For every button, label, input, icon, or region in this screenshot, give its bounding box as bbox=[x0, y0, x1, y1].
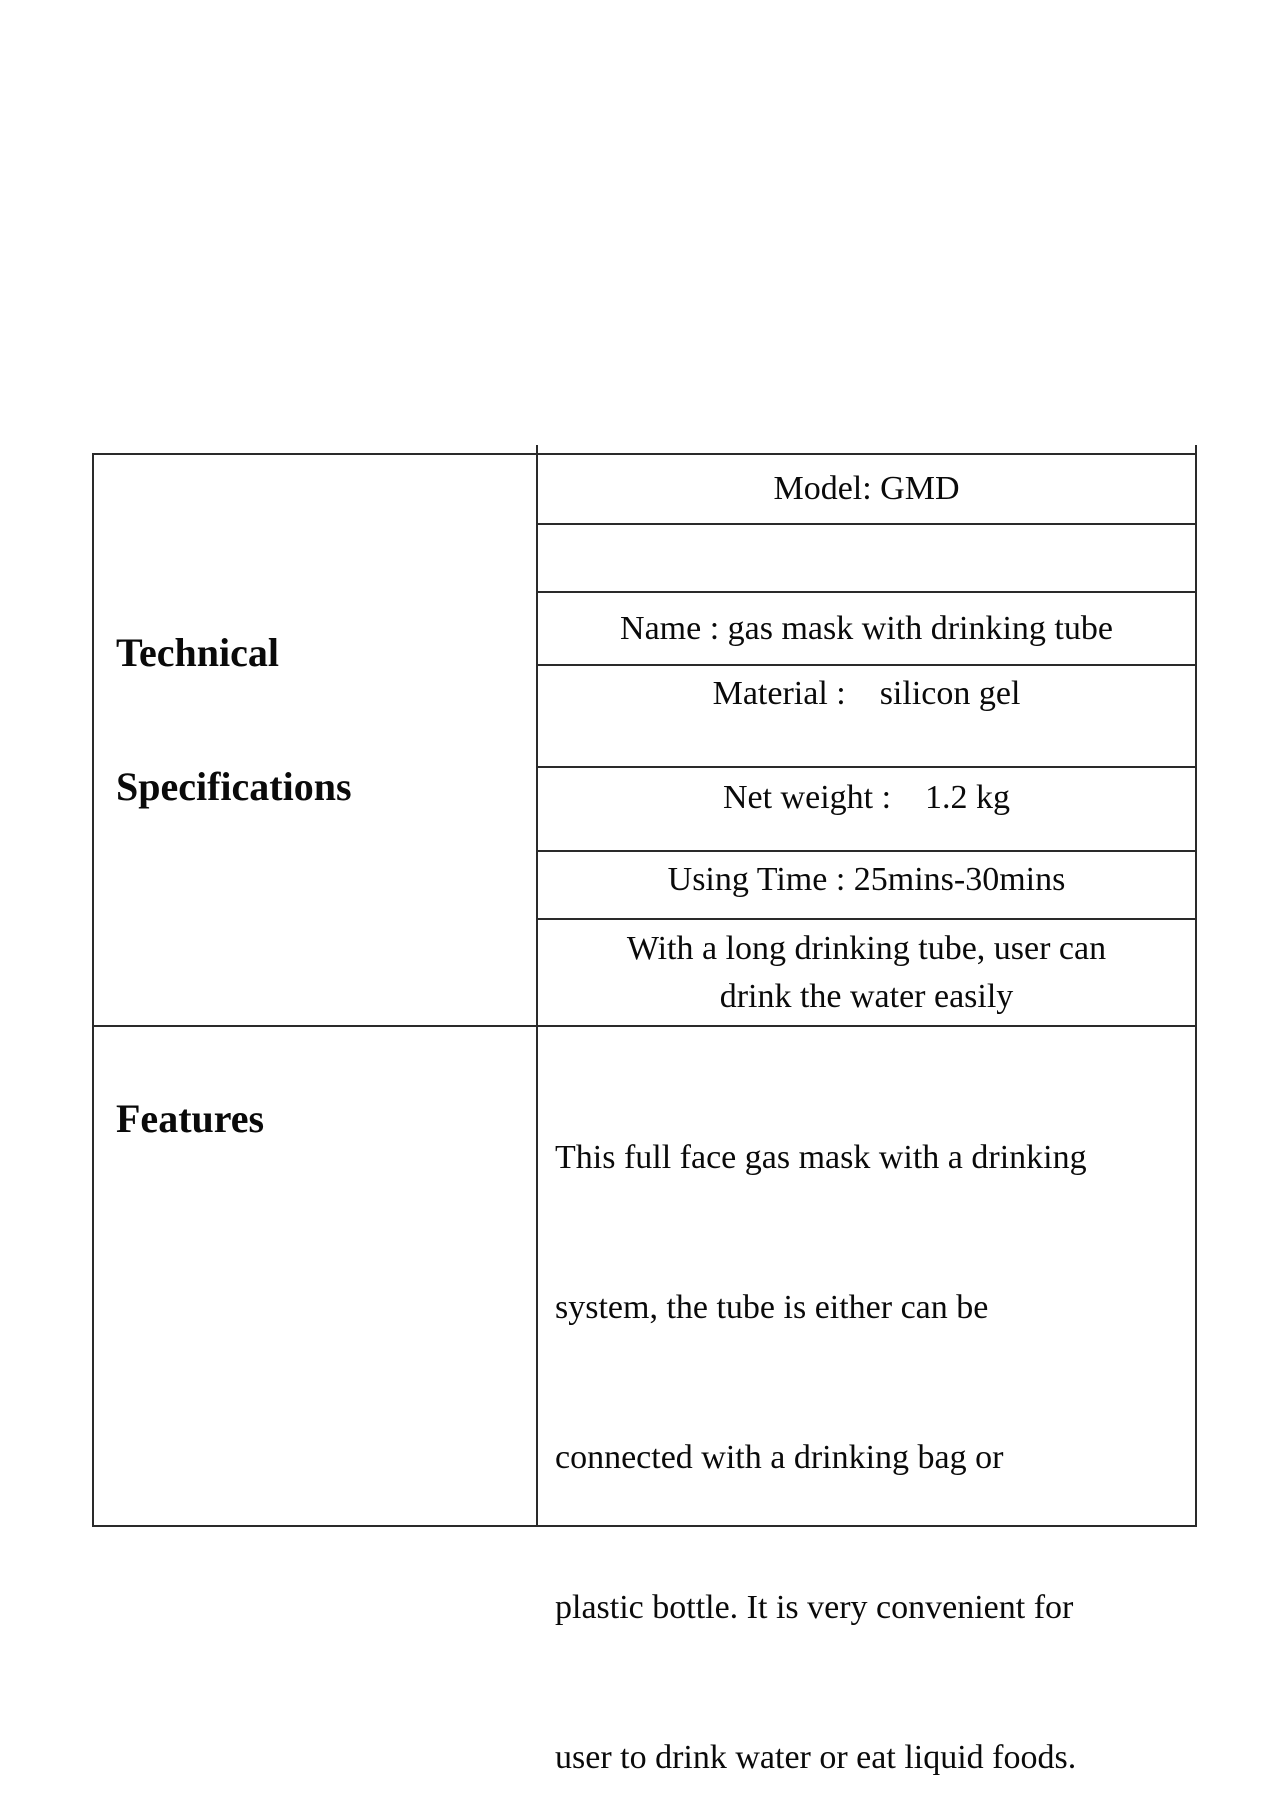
features-text-cell: This full face gas mask with a drinking … bbox=[538, 1027, 1195, 1776]
material-row: Material : silicon gel bbox=[538, 666, 1195, 768]
table-right-column: Model: GMD Name : gas mask with drinking… bbox=[538, 455, 1195, 1776]
specifications-label: Specifications bbox=[116, 764, 352, 809]
features-text-line: connected with a drinking bag or bbox=[555, 1439, 1004, 1476]
empty-row bbox=[538, 525, 1195, 593]
features-header-cell: Features bbox=[94, 1027, 536, 1525]
technical-specifications-cell: Technical Specifications bbox=[94, 455, 536, 1027]
model-value: Model: GMD bbox=[773, 470, 960, 507]
name-value: Name : gas mask with drinking tube bbox=[620, 609, 1113, 647]
features-label: Features bbox=[116, 1096, 265, 1141]
divider-top-tick bbox=[536, 445, 538, 453]
material-value: Material : silicon gel bbox=[712, 675, 1021, 712]
model-row: Model: GMD bbox=[538, 455, 1195, 525]
features-text-line: system, the tube is either can be bbox=[555, 1289, 989, 1326]
net-weight-value: Net weight : 1.2 kg bbox=[722, 779, 1011, 816]
drinking-tube-line-2: drink the water easily bbox=[719, 977, 1014, 1015]
using-time-value: Using Time : 25mins-30mins bbox=[667, 861, 1066, 898]
drinking-tube-line-1: With a long drinking tube, user can bbox=[626, 929, 1107, 967]
name-row: Name : gas mask with drinking tube bbox=[538, 593, 1195, 666]
right-top-tick bbox=[1195, 445, 1197, 453]
drinking-tube-row: With a long drinking tube, user can drin… bbox=[538, 920, 1195, 1027]
technical-label: Technical bbox=[116, 630, 279, 675]
table-left-column: Technical Specifications Features bbox=[94, 455, 538, 1525]
features-text-line: user to drink water or eat liquid foods. bbox=[555, 1739, 1077, 1776]
net-weight-row: Net weight : 1.2 kg bbox=[538, 768, 1195, 852]
features-text-line: plastic bottle. It is very convenient fo… bbox=[555, 1589, 1074, 1626]
spec-table: Technical Specifications Features Model:… bbox=[92, 445, 1197, 1776]
using-time-row: Using Time : 25mins-30mins bbox=[538, 852, 1195, 920]
features-text-line: This full face gas mask with a drinking bbox=[555, 1139, 1087, 1176]
